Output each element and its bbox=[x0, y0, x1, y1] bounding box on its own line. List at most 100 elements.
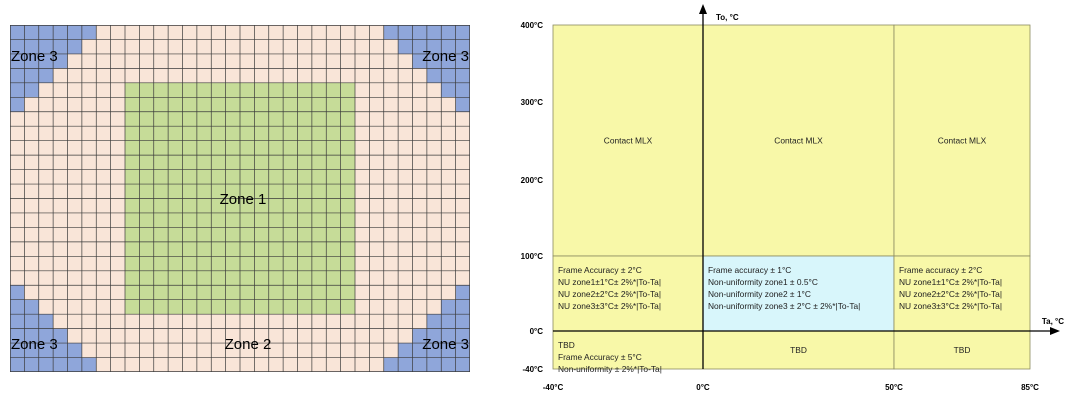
zone2-cell bbox=[10, 111, 25, 127]
zone2-cell bbox=[53, 111, 68, 127]
zone1-cell bbox=[139, 241, 155, 257]
zone2-cell bbox=[53, 285, 68, 301]
zone1-cell bbox=[340, 126, 356, 141]
zone2-cell bbox=[311, 343, 327, 358]
zone2-cell bbox=[10, 140, 25, 156]
zone1-cell bbox=[326, 111, 341, 127]
zone1-cell bbox=[225, 299, 241, 315]
zone2-cell bbox=[110, 169, 126, 185]
zone2-cell bbox=[110, 39, 126, 55]
zone1-cell bbox=[139, 198, 155, 214]
zone1-cell bbox=[311, 126, 327, 141]
zone1-cell bbox=[254, 299, 270, 315]
zone2-cell bbox=[383, 227, 399, 243]
zone2-cell bbox=[355, 314, 370, 329]
zone1-cell bbox=[168, 111, 183, 127]
zone2-cell bbox=[10, 241, 25, 257]
zone2-cell bbox=[38, 97, 54, 113]
region-text: TBD bbox=[790, 345, 807, 355]
zone1-cell bbox=[139, 82, 155, 98]
zone2-cell bbox=[412, 169, 428, 185]
zone1-cell bbox=[254, 140, 270, 156]
zone2-cell bbox=[211, 53, 226, 69]
zone2-cell bbox=[53, 155, 68, 170]
zone2-cell bbox=[398, 198, 413, 214]
zone3-cell bbox=[426, 328, 442, 344]
zone2-cell bbox=[254, 53, 270, 69]
zone2-cell bbox=[369, 97, 385, 113]
zone2-cell bbox=[412, 140, 428, 156]
zone2-cell bbox=[38, 198, 54, 214]
y-tick-label: 300°C bbox=[521, 98, 544, 107]
zone1-cell bbox=[182, 169, 198, 185]
zone1-cell bbox=[311, 270, 327, 286]
y-axis-title: To, °C bbox=[716, 13, 739, 22]
zone2-cell bbox=[96, 270, 111, 286]
zone2-cell bbox=[81, 39, 97, 55]
zone1-cell bbox=[153, 212, 169, 228]
zone1-cell bbox=[340, 227, 356, 243]
zone2-cell bbox=[153, 314, 169, 329]
zone1-cell bbox=[225, 111, 241, 127]
zone2-cell bbox=[67, 314, 83, 329]
zone2-cell bbox=[182, 25, 198, 40]
zone2-cell bbox=[355, 285, 370, 301]
zone2-cell bbox=[53, 184, 68, 199]
zone2-cell bbox=[225, 343, 241, 358]
zone2-cell bbox=[326, 68, 341, 84]
zone1-cell bbox=[125, 285, 140, 301]
zone1-cell bbox=[125, 111, 140, 127]
zone1-cell bbox=[283, 97, 298, 113]
zone1-cell bbox=[297, 241, 313, 257]
zone1-cell bbox=[297, 256, 313, 272]
zone2-cell bbox=[153, 68, 169, 84]
zone2-cell bbox=[268, 314, 284, 329]
zone2-cell bbox=[426, 227, 442, 243]
zone3-cell bbox=[441, 25, 456, 40]
zone1-cell bbox=[168, 155, 183, 170]
zone1-cell bbox=[240, 285, 255, 301]
zone3-cell bbox=[10, 314, 25, 329]
zone2-cell bbox=[426, 97, 442, 113]
zone2-cell bbox=[81, 256, 97, 272]
zone1-cell bbox=[283, 241, 298, 257]
zone3-cell bbox=[426, 357, 442, 372]
zone3-cell bbox=[412, 25, 428, 40]
zone2-cell bbox=[398, 227, 413, 243]
zone3-cell bbox=[412, 328, 428, 344]
pixel-zone-map: Zone 1 Zone 2 Zone 3 Zone 3 Zone 3 Zone 3 bbox=[10, 25, 470, 372]
zone2-cell bbox=[369, 169, 385, 185]
zone3-cell bbox=[10, 343, 25, 358]
zone1-cell bbox=[168, 285, 183, 301]
zone2-cell bbox=[412, 285, 428, 301]
zone1-cell bbox=[196, 82, 212, 98]
zone2-cell bbox=[67, 227, 83, 243]
zone1-cell bbox=[211, 227, 226, 243]
zone1-cell bbox=[225, 285, 241, 301]
zone1-cell bbox=[268, 97, 284, 113]
zone3-cell bbox=[38, 68, 54, 84]
zone2-cell bbox=[38, 184, 54, 199]
zone2-cell bbox=[110, 285, 126, 301]
zone3-cell bbox=[441, 343, 456, 358]
zone3-cell bbox=[455, 39, 470, 55]
zone2-cell bbox=[441, 111, 456, 127]
zone2-cell bbox=[225, 314, 241, 329]
zone2-cell bbox=[355, 357, 370, 372]
zone2-cell bbox=[383, 140, 399, 156]
zone1-cell bbox=[196, 140, 212, 156]
zone3-cell bbox=[455, 97, 470, 113]
zone2-cell bbox=[182, 328, 198, 344]
zone3-cell bbox=[455, 314, 470, 329]
zone3-cell bbox=[10, 25, 25, 40]
zone2-cell bbox=[225, 25, 241, 40]
zone2-cell bbox=[67, 155, 83, 170]
zone2-cell bbox=[268, 328, 284, 344]
zone2-cell bbox=[240, 343, 255, 358]
zone1-cell bbox=[297, 270, 313, 286]
zone1-cell bbox=[125, 82, 140, 98]
zone1-cell bbox=[340, 241, 356, 257]
zone2-cell bbox=[398, 82, 413, 98]
zone1-cell bbox=[182, 285, 198, 301]
zone2-cell bbox=[340, 53, 356, 69]
